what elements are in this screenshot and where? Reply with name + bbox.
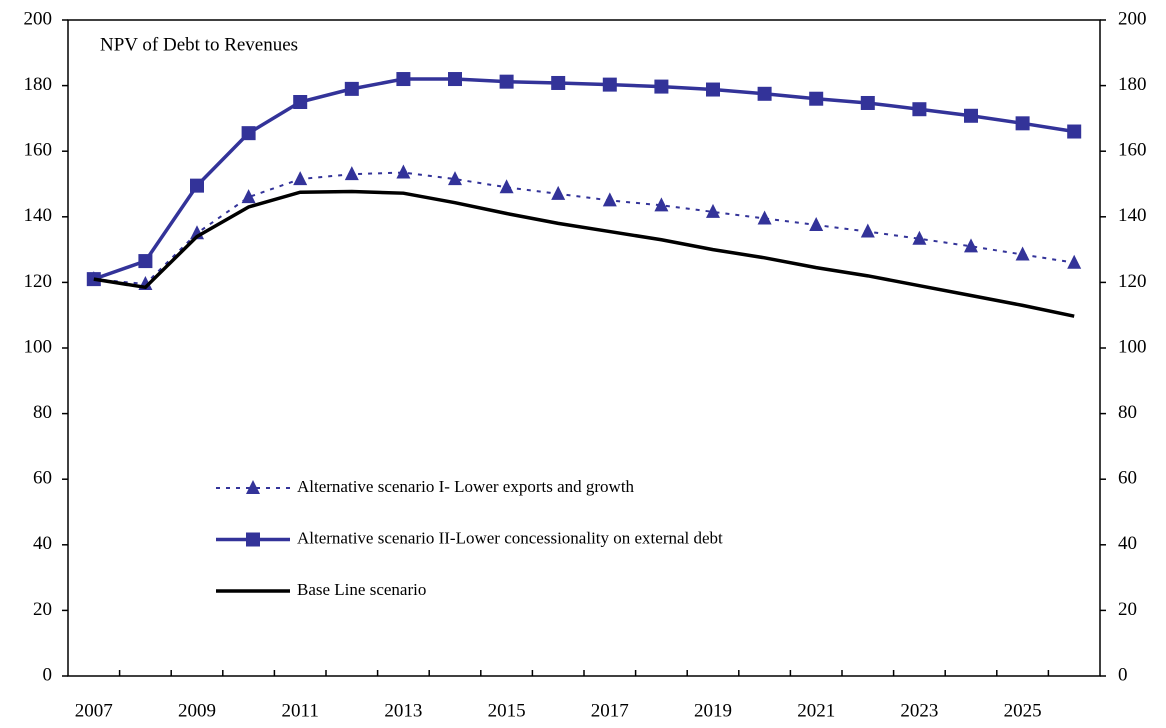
point xyxy=(860,223,875,238)
point xyxy=(964,108,978,123)
y-tick-label: 0 xyxy=(43,664,53,685)
point xyxy=(602,77,617,92)
y-tick-label: 60 xyxy=(33,468,52,489)
y-tick-label: 20 xyxy=(33,599,52,620)
y2-tick-label: 80 xyxy=(1118,402,1137,423)
legend-marker xyxy=(246,480,260,494)
x-tick-label: 2007 xyxy=(75,700,113,721)
y2-tick-label: 100 xyxy=(1118,336,1147,357)
legend-label: Base Line scenario xyxy=(297,580,426,599)
y-tick-label: 160 xyxy=(24,140,53,161)
point xyxy=(912,102,927,117)
x-tick-label: 2023 xyxy=(900,700,938,721)
y2-tick-label: 20 xyxy=(1118,599,1137,620)
y2-tick-label: 180 xyxy=(1118,74,1147,95)
point xyxy=(1015,246,1030,261)
point xyxy=(757,210,772,225)
y2-tick-label: 140 xyxy=(1118,205,1147,226)
point xyxy=(344,166,359,181)
series-line xyxy=(93,189,1075,318)
y-tick-label: 100 xyxy=(24,336,53,357)
point xyxy=(1015,116,1030,131)
point xyxy=(964,238,978,253)
point xyxy=(551,185,566,200)
point xyxy=(241,189,256,204)
point xyxy=(241,126,256,141)
x-tick-label: 2015 xyxy=(488,700,526,721)
point xyxy=(499,179,514,194)
point xyxy=(602,192,617,207)
point xyxy=(912,230,927,245)
legend-marker xyxy=(246,532,260,547)
y-tick-label: 140 xyxy=(24,205,53,226)
legend-label: Alternative scenario II-Lower concession… xyxy=(297,528,723,547)
y2-tick-label: 60 xyxy=(1118,468,1137,489)
point xyxy=(757,86,772,101)
point xyxy=(654,79,669,94)
point xyxy=(293,171,308,186)
point xyxy=(1067,124,1082,139)
y-tick-label: 120 xyxy=(24,271,53,292)
annotation: NPV of Debt to Revenues xyxy=(100,34,298,55)
point xyxy=(706,82,720,97)
series-line xyxy=(93,77,1075,281)
y2-tick-label: 160 xyxy=(1118,140,1147,161)
y-tick-label: 40 xyxy=(33,533,52,554)
y-tick-label: 180 xyxy=(24,74,53,95)
y-tick-label: 80 xyxy=(33,402,52,423)
y2-tick-label: 120 xyxy=(1118,271,1147,292)
point xyxy=(396,164,411,179)
point xyxy=(499,74,514,89)
x-tick-label: 2019 xyxy=(694,700,732,721)
point xyxy=(1067,254,1082,269)
x-tick-label: 2011 xyxy=(282,700,319,721)
point xyxy=(551,75,566,90)
legend-label: Alternative scenario I- Lower exports an… xyxy=(297,477,635,496)
point xyxy=(706,203,720,218)
point xyxy=(138,254,153,269)
y2-tick-label: 200 xyxy=(1118,8,1147,29)
point xyxy=(396,72,411,87)
point xyxy=(448,171,462,186)
x-tick-label: 2013 xyxy=(384,700,422,721)
point xyxy=(293,95,308,109)
point xyxy=(448,72,462,87)
point xyxy=(860,95,875,110)
point xyxy=(190,178,204,193)
y-tick-label: 200 xyxy=(24,8,53,29)
point xyxy=(654,197,669,212)
x-tick-label: 2021 xyxy=(797,700,835,721)
x-tick-label: 2017 xyxy=(591,700,629,721)
point xyxy=(809,91,824,106)
y2-tick-label: 40 xyxy=(1118,533,1137,554)
point xyxy=(809,217,824,231)
plot-frame xyxy=(67,19,1101,677)
y2-tick-label: 0 xyxy=(1118,664,1128,685)
point xyxy=(344,81,359,96)
x-tick-label: 2009 xyxy=(178,700,216,721)
x-tick-label: 2025 xyxy=(1004,700,1042,721)
